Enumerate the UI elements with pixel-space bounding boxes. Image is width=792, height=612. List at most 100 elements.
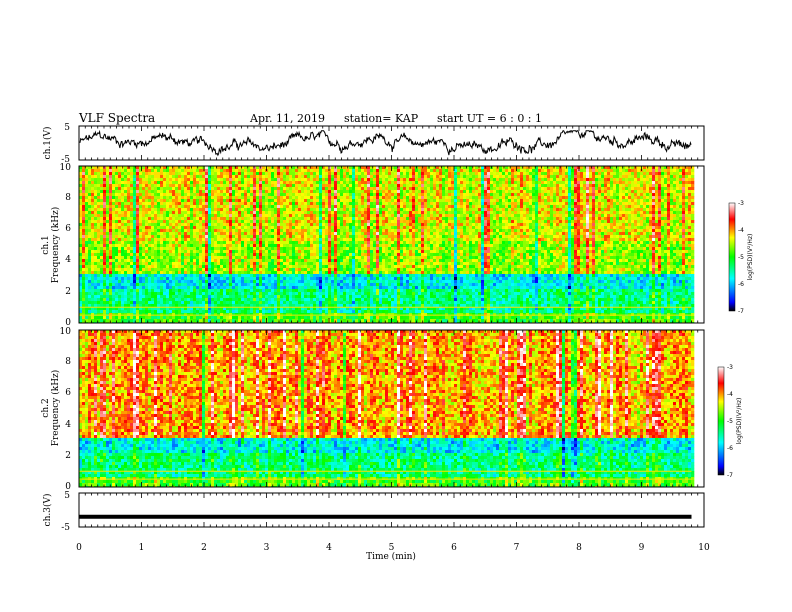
spectrogram-cell	[187, 208, 191, 212]
spectrogram-cell	[400, 226, 404, 230]
spectrogram-cell	[424, 235, 428, 239]
spectrogram-cell	[628, 208, 632, 212]
spectrogram-cell	[277, 181, 281, 185]
spectrogram-cell	[229, 217, 233, 221]
spectrogram-cell	[658, 193, 662, 197]
spectrogram-cell	[523, 187, 527, 191]
spectrogram-cell	[676, 223, 680, 227]
spectrogram-cell	[88, 202, 92, 206]
spectrogram-cell	[262, 196, 266, 200]
spectrogram-cell	[343, 202, 347, 206]
spectrogram-cell	[247, 220, 251, 224]
spectrogram-cell	[172, 178, 176, 182]
spectrogram-cell	[355, 166, 359, 170]
spectrogram-cell	[412, 178, 416, 182]
spectrogram-cell	[136, 193, 140, 197]
spectrogram-cell	[280, 232, 284, 236]
spectrogram-cell	[604, 175, 608, 179]
spectrogram-cell	[445, 175, 449, 179]
spectrogram-cell	[289, 166, 293, 170]
spectrogram-cell	[673, 181, 677, 185]
spectrogram-cell	[442, 166, 446, 170]
spectrogram-cell	[403, 178, 407, 182]
spectrogram-cell	[466, 166, 470, 170]
spectrogram-cell	[271, 220, 275, 224]
spectrogram-cell	[142, 190, 146, 194]
spectrogram-cell	[274, 214, 278, 218]
spectrogram-cell	[328, 217, 332, 221]
spectrogram-cell	[172, 184, 176, 188]
spectrogram-cell	[412, 190, 416, 194]
spectrogram-cell	[118, 169, 122, 173]
spectrogram-cell	[649, 181, 653, 185]
spectrogram-cell	[388, 208, 392, 212]
spectrogram-cell	[193, 181, 197, 185]
spectrogram-cell	[391, 211, 395, 215]
spectrogram-cell	[208, 172, 212, 176]
spectrogram-cell	[502, 211, 506, 215]
spectrogram-cell	[103, 205, 107, 209]
spectrogram-cell	[595, 223, 599, 227]
spectrogram-cell	[571, 196, 575, 200]
spectrogram-cell	[664, 214, 668, 218]
spectrogram-cell	[271, 217, 275, 221]
spectrogram-cell	[109, 199, 113, 203]
spectrogram-cell	[481, 193, 485, 197]
spectrogram-cell	[394, 187, 398, 191]
spectrogram-cell	[232, 172, 236, 176]
spectrogram-cell	[202, 175, 206, 179]
spectrogram-cell	[193, 172, 197, 176]
spectrogram-cell	[322, 196, 326, 200]
spectrogram-cell	[397, 229, 401, 233]
spectrogram-cell	[226, 229, 230, 233]
spectrogram-cell	[493, 232, 497, 236]
spectrogram-cell	[640, 226, 644, 230]
spectrogram-cell	[655, 217, 659, 221]
spectrogram-cell	[271, 175, 275, 179]
spectrogram-cell	[613, 178, 617, 182]
spectrogram-cell	[295, 172, 299, 176]
spectrogram-cell	[403, 172, 407, 176]
spectrogram-cell	[187, 199, 191, 203]
spectrogram-cell	[478, 172, 482, 176]
spectrogram-cell	[448, 190, 452, 194]
spectrogram-cell	[661, 211, 665, 215]
spectrogram-cell	[490, 220, 494, 224]
spectrogram-cell	[160, 208, 164, 212]
spectrogram-cell	[559, 175, 563, 179]
spectrogram-cell	[352, 226, 356, 230]
spectrogram-cell	[460, 190, 464, 194]
spectrogram-cell	[421, 187, 425, 191]
spectrogram-cell	[418, 205, 422, 209]
spectrogram-cell	[157, 190, 161, 194]
spectrogram-cell	[412, 181, 416, 185]
spectrogram-cell	[112, 208, 116, 212]
spectrogram-cell	[304, 226, 308, 230]
spectrogram-cell	[82, 226, 86, 230]
spectrogram-cell	[478, 178, 482, 182]
spectrogram-cell	[670, 184, 674, 188]
spectrogram-cell	[154, 190, 158, 194]
spectrogram-cell	[652, 181, 656, 185]
spectrogram-cell	[496, 175, 500, 179]
spectrogram-cell	[625, 181, 629, 185]
spectrogram-cell	[310, 175, 314, 179]
spectrogram-cell	[283, 166, 287, 170]
spectrogram-cell	[655, 190, 659, 194]
spectrogram-cell	[226, 235, 230, 239]
spectrogram-cell	[289, 181, 293, 185]
spectrogram-cell	[298, 184, 302, 188]
spectrogram-cell	[628, 196, 632, 200]
spectrogram-cell	[550, 181, 554, 185]
spectrogram-cell	[295, 217, 299, 221]
spectrogram-cell	[184, 181, 188, 185]
spectrogram-cell	[190, 175, 194, 179]
spectrogram-cell	[154, 175, 158, 179]
spectrogram-cell	[238, 178, 242, 182]
spectrogram-cell	[172, 187, 176, 191]
spectrogram-cell	[358, 166, 362, 170]
spectrogram-cell	[487, 229, 491, 233]
spectrogram-cell	[496, 190, 500, 194]
spectrogram-cell	[388, 217, 392, 221]
spectrogram-cell	[673, 199, 677, 203]
